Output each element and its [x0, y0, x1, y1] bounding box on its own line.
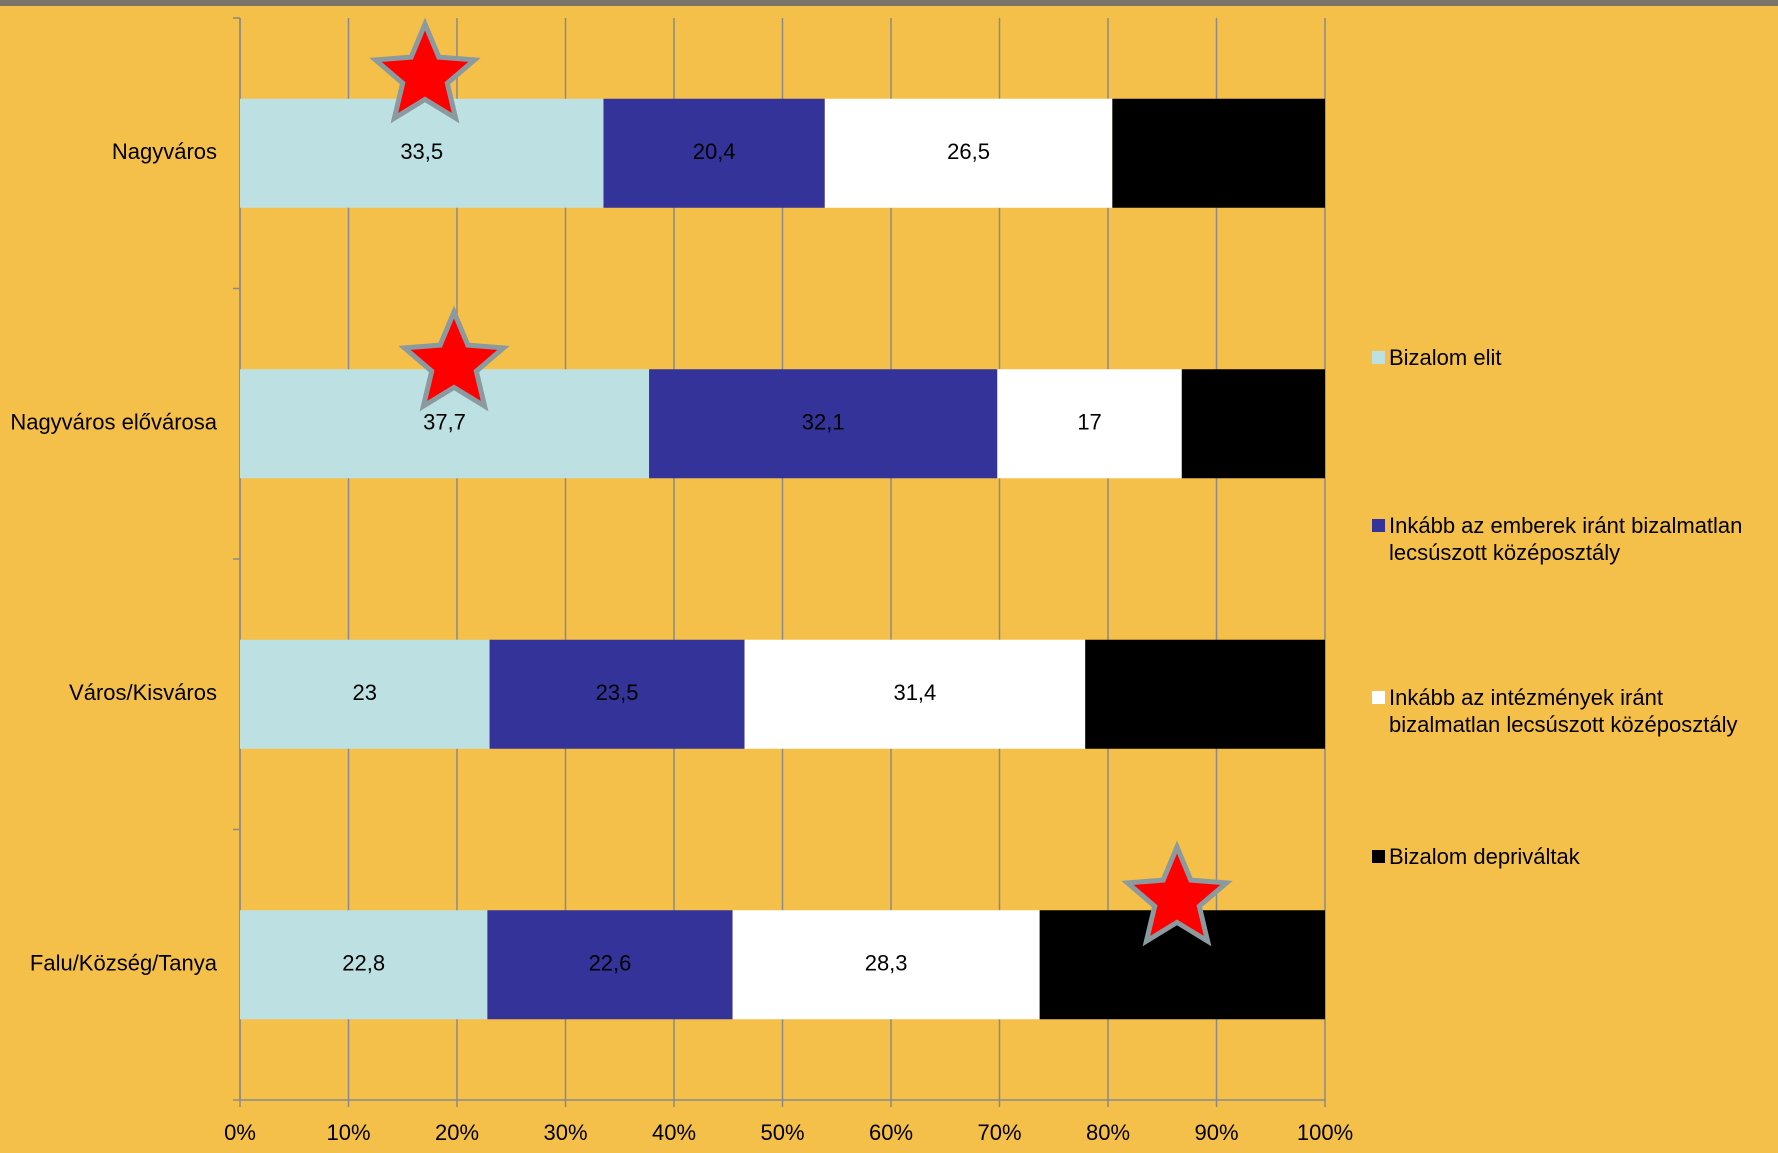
bar-segment: [1181, 369, 1325, 479]
data-label: 23,5: [596, 680, 639, 705]
legend-label: Inkább az emberek iránt bizalmatlan lecs…: [1389, 513, 1743, 565]
bar-segment: [489, 639, 745, 749]
x-tick-label: 20%: [435, 1120, 479, 1145]
data-label: 23: [353, 680, 377, 705]
y-tick-label: Nagyváros elővárosa: [10, 410, 217, 435]
highlight-star: [398, 305, 510, 412]
legend-entry: Inkább az intézmények iránt bizalmatlan …: [1372, 684, 1772, 738]
data-label: 31,4: [893, 680, 936, 705]
data-label: 37,7: [423, 410, 466, 435]
legend-swatch: [1372, 850, 1385, 863]
x-tick-label: 100%: [1297, 1120, 1353, 1145]
legend-swatch: [1372, 691, 1385, 704]
x-tick-label: 10%: [326, 1120, 370, 1145]
x-tick-label: 40%: [652, 1120, 696, 1145]
y-tick-label: Falu/Község/Tanya: [30, 951, 218, 976]
bar-segment: [997, 369, 1182, 479]
legend-swatch: [1372, 351, 1385, 364]
bar-segment: [603, 98, 825, 208]
data-label: 17: [1077, 410, 1101, 435]
legend-label: Bizalom elit: [1389, 345, 1502, 370]
x-tick-label: 30%: [543, 1120, 587, 1145]
top-border: [0, 0, 1778, 6]
bar-segment: [1085, 639, 1325, 749]
bar-segment: [649, 369, 998, 479]
data-label: 22,8: [342, 951, 385, 976]
data-label: 28,3: [865, 951, 908, 976]
data-label: 32,1: [802, 410, 845, 435]
legend-entry: Inkább az emberek iránt bizalmatlan lecs…: [1372, 512, 1772, 566]
bar-segment: [240, 910, 488, 1020]
x-tick-label: 0%: [224, 1120, 256, 1145]
bar-segment: [824, 98, 1113, 208]
bar-segment: [732, 910, 1040, 1020]
bar-segment: [487, 910, 733, 1020]
legend-label: Bizalom depriváltak: [1389, 844, 1580, 869]
data-label: 20,4: [693, 139, 736, 164]
legend-entry: Bizalom depriváltak: [1372, 843, 1772, 870]
x-tick-label: 60%: [869, 1120, 913, 1145]
legend-swatch: [1372, 519, 1385, 532]
bar-segment: [240, 639, 490, 749]
data-label: 26,5: [947, 139, 990, 164]
bar-segment: [1112, 98, 1325, 208]
bar-segment: [744, 639, 1086, 749]
x-tick-label: 90%: [1194, 1120, 1238, 1145]
x-tick-label: 70%: [977, 1120, 1021, 1145]
data-label: 33,5: [400, 139, 443, 164]
x-tick-label: 80%: [1086, 1120, 1130, 1145]
x-tick-label: 50%: [760, 1120, 804, 1145]
bar-segment: [240, 98, 604, 208]
highlight-star: [1121, 840, 1233, 947]
data-label: 22,6: [589, 951, 632, 976]
y-tick-label: Nagyváros: [112, 139, 217, 164]
legend-entry: Bizalom elit: [1372, 344, 1772, 371]
highlight-star: [369, 17, 481, 124]
legend-label: Inkább az intézmények iránt bizalmatlan …: [1389, 685, 1738, 737]
y-tick-label: Város/Kisváros: [69, 680, 217, 705]
